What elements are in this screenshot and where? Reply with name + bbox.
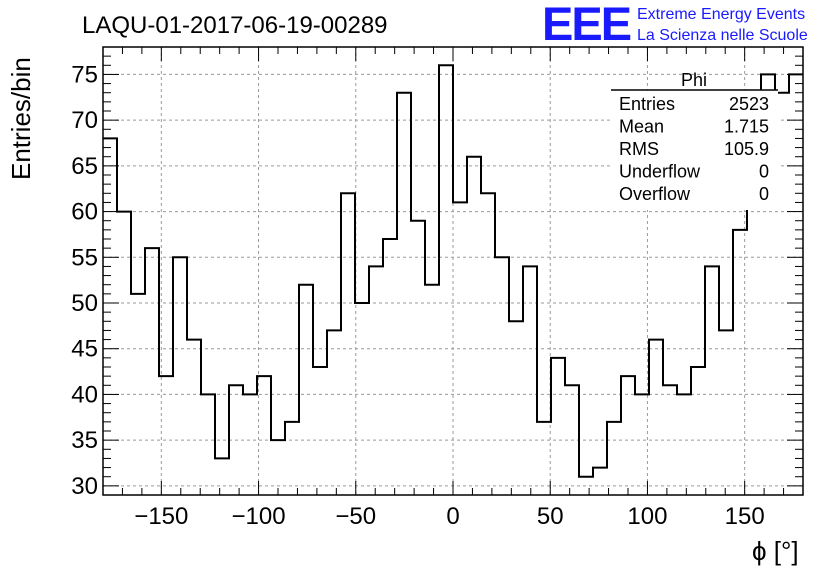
logo-line-1: Extreme Energy Events [637, 6, 805, 23]
axis-ticks [102, 46, 804, 496]
stats-label: Entries [619, 94, 675, 114]
chart-title: LAQU-01-2017-06-19-00289 [82, 12, 388, 39]
y-tick-label: 70 [71, 107, 98, 134]
x-tick-label: 50 [537, 503, 564, 530]
stats-value: 0 [759, 184, 769, 204]
stats-box: Phi Entries 2523 Mean 1.715 RMS 105.9 Underflo… [611, 70, 778, 210]
x-tick-label: 150 [725, 503, 765, 530]
y-tick-label: 65 [71, 153, 98, 180]
x-tick-label: 100 [627, 503, 667, 530]
x-tick-label: −50 [335, 503, 376, 530]
y-tick-label: 55 [71, 244, 98, 271]
logo-line-2: La Scienza nelle Scuole [637, 27, 808, 44]
stats-box-bg [611, 90, 778, 210]
x-axis-label: ϕ [°] [752, 536, 799, 566]
y-tick-label: 60 [71, 199, 98, 226]
stats-value: 2523 [729, 94, 769, 114]
x-tick-label: −150 [134, 503, 188, 530]
y-axis-label: Entries/bin [6, 57, 36, 180]
stats-value: 1.715 [724, 117, 769, 137]
stats-label: RMS [619, 139, 659, 159]
y-tick-label: 50 [71, 290, 98, 317]
eee-logo-text: EEE [542, 0, 631, 50]
y-tick-label: 75 [71, 61, 98, 88]
eee-logo: EEE Extreme Energy Events La Scienza nel… [542, 0, 808, 50]
histogram-series [103, 64, 803, 478]
y-tick-label: 30 [71, 473, 98, 500]
tick-labels: −150 −100 −50 0 50 100 150 30 35 40 45 50 55 60 65 70 75 [71, 61, 764, 530]
stats-name: Phi [681, 70, 707, 90]
x-tick-label: −100 [232, 503, 286, 530]
stats-label: Mean [619, 117, 664, 137]
stats-label: Underflow [619, 162, 701, 182]
stats-value: 0 [759, 162, 769, 182]
y-tick-label: 40 [71, 381, 98, 408]
stats-value: 105.9 [724, 139, 769, 159]
y-tick-label: 35 [71, 427, 98, 454]
stats-label: Overflow [619, 184, 691, 204]
x-tick-label: 0 [446, 503, 459, 530]
y-tick-label: 45 [71, 336, 98, 363]
